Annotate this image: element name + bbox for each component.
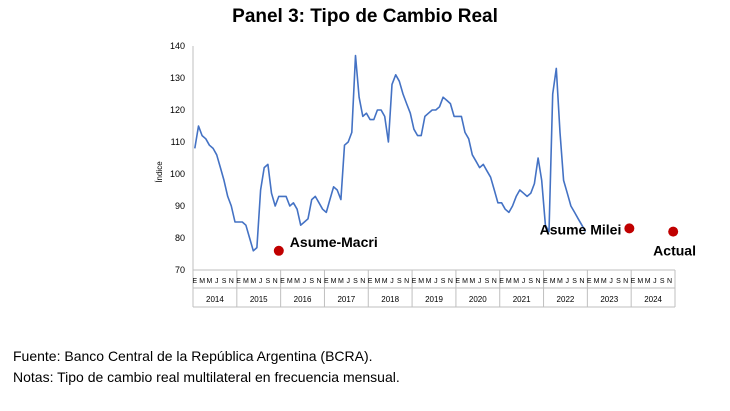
x-year-label: 2014 xyxy=(206,295,224,304)
x-month-label: M xyxy=(506,278,512,285)
x-month-label: N xyxy=(229,278,234,285)
x-year-label: 2017 xyxy=(337,295,355,304)
x-month-label: M xyxy=(374,278,380,285)
x-month-label: E xyxy=(455,278,460,285)
y-tick-label: 90 xyxy=(175,201,185,211)
x-year-label: 2023 xyxy=(600,295,618,304)
x-month-label: J xyxy=(346,278,350,285)
y-tick-label: 140 xyxy=(170,41,185,51)
x-month-label: M xyxy=(594,278,600,285)
x-month-label: M xyxy=(513,278,519,285)
x-month-label: E xyxy=(499,278,504,285)
annotation-marker xyxy=(668,226,679,237)
x-month-label: S xyxy=(441,278,446,285)
x-month-label: M xyxy=(199,278,205,285)
x-month-label: N xyxy=(492,278,497,285)
annotation-marker xyxy=(624,223,635,234)
y-tick-label: 100 xyxy=(170,169,185,179)
x-month-label: M xyxy=(601,278,607,285)
y-tick-label: 80 xyxy=(175,233,185,243)
x-month-label: M xyxy=(338,278,344,285)
x-month-label: J xyxy=(653,278,657,285)
x-month-label: M xyxy=(645,278,651,285)
notes-text: Notas: Tipo de cambio real multilateral … xyxy=(13,369,400,385)
y-tick-label: 70 xyxy=(175,265,185,275)
x-month-label: E xyxy=(368,278,373,285)
y-tick-label: 130 xyxy=(170,73,185,83)
x-year-label: 2020 xyxy=(469,295,487,304)
annotation-label: Asume-Macri xyxy=(290,234,378,250)
x-year-label: 2019 xyxy=(425,295,443,304)
x-month-label: M xyxy=(287,278,293,285)
x-month-label: E xyxy=(192,278,197,285)
x-month-label: M xyxy=(382,278,388,285)
x-month-label: N xyxy=(360,278,365,285)
x-month-label: M xyxy=(637,278,643,285)
x-month-label: N xyxy=(536,278,541,285)
x-month-label: M xyxy=(243,278,249,285)
x-month-label: J xyxy=(215,278,219,285)
x-month-label: M xyxy=(550,278,556,285)
x-month-label: M xyxy=(469,278,475,285)
x-month-label: S xyxy=(528,278,533,285)
y-tick-label: 110 xyxy=(171,137,185,147)
x-year-label: 2016 xyxy=(294,295,312,304)
x-month-label: E xyxy=(412,278,417,285)
x-month-label: J xyxy=(303,278,307,285)
x-month-label: S xyxy=(353,278,358,285)
x-month-label: M xyxy=(557,278,563,285)
x-month-label: M xyxy=(462,278,468,285)
annotation-label: Asume Milei xyxy=(540,221,622,237)
x-month-label: E xyxy=(280,278,285,285)
x-year-label: 2022 xyxy=(557,295,575,304)
x-month-label: J xyxy=(478,278,482,285)
x-year-label: 2024 xyxy=(644,295,662,304)
x-month-label: E xyxy=(236,278,241,285)
x-year-label: 2018 xyxy=(381,295,399,304)
x-month-label: M xyxy=(207,278,213,285)
x-month-label: N xyxy=(623,278,628,285)
x-year-label: 2015 xyxy=(250,295,268,304)
x-month-label: S xyxy=(485,278,490,285)
x-month-label: N xyxy=(579,278,584,285)
x-month-label: N xyxy=(404,278,409,285)
x-month-label: J xyxy=(434,278,438,285)
x-month-label: S xyxy=(660,278,665,285)
x-month-label: N xyxy=(273,278,278,285)
x-month-label: E xyxy=(543,278,548,285)
x-month-label: S xyxy=(266,278,271,285)
x-month-label: M xyxy=(418,278,424,285)
x-month-label: J xyxy=(566,278,570,285)
x-month-label: S xyxy=(616,278,621,285)
x-month-label: N xyxy=(448,278,453,285)
x-month-label: S xyxy=(222,278,227,285)
x-month-label: J xyxy=(390,278,394,285)
y-tick-label: 120 xyxy=(170,105,185,115)
x-year-label: 2021 xyxy=(513,295,531,304)
x-month-label: N xyxy=(316,278,321,285)
x-month-label: J xyxy=(259,278,263,285)
x-month-label: E xyxy=(587,278,592,285)
x-month-label: M xyxy=(426,278,432,285)
chart-title: Panel 3: Tipo de Cambio Real xyxy=(232,6,498,27)
x-month-label: M xyxy=(250,278,256,285)
x-month-label: S xyxy=(572,278,577,285)
series-line xyxy=(194,54,587,252)
x-month-label: N xyxy=(667,278,672,285)
x-month-label: J xyxy=(609,278,613,285)
x-month-label: S xyxy=(309,278,314,285)
x-month-label: E xyxy=(324,278,329,285)
x-month-label: E xyxy=(631,278,636,285)
x-month-label: M xyxy=(331,278,337,285)
source-note: Fuente: Banco Central de la República Ar… xyxy=(13,348,373,364)
annotation-marker xyxy=(273,245,284,256)
y-axis-title: Índice xyxy=(155,161,164,183)
x-month-label: J xyxy=(522,278,526,285)
x-month-label: S xyxy=(397,278,402,285)
annotation-label: Actual xyxy=(653,243,696,259)
x-month-label: M xyxy=(294,278,300,285)
